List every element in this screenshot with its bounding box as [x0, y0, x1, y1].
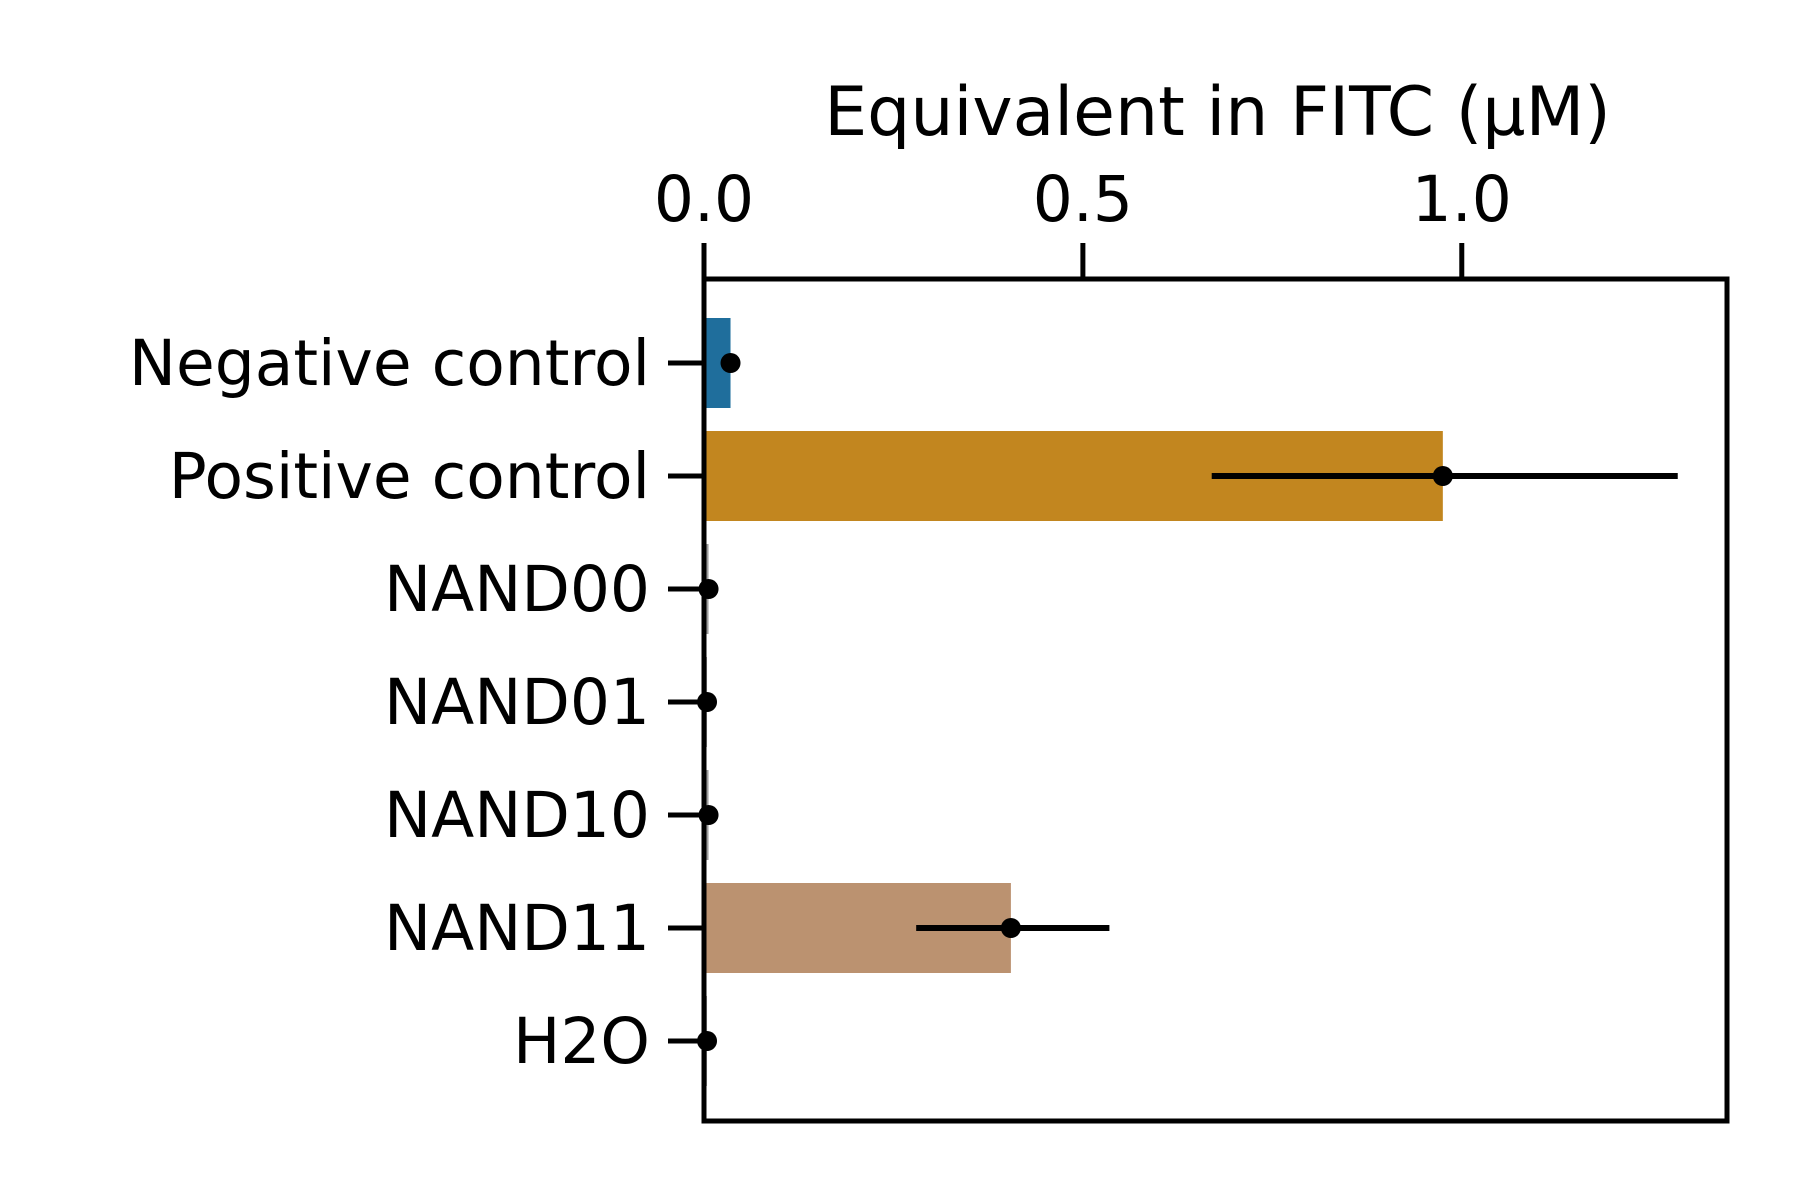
mean-point-0 — [720, 353, 741, 373]
x-tick-label-0: 0.0 — [654, 163, 754, 236]
y-axis: Negative control Positive control NAND00 NA… — [129, 327, 704, 1078]
y-tick-label-6: H2O — [513, 1005, 650, 1078]
y-tick-label-3: NAND01 — [384, 666, 650, 739]
mean-point-1 — [1432, 466, 1453, 486]
y-tick-label-0: Negative control — [129, 327, 650, 400]
y-tick-label-1: Positive control — [169, 440, 650, 513]
x-axis-title: Equivalent in FITC (µM) — [824, 73, 1611, 152]
x-tick-label-2: 1.0 — [1412, 163, 1512, 236]
y-tick-label-5: NAND11 — [384, 892, 650, 965]
y-tick-label-2: NAND00 — [384, 553, 650, 626]
bars-layer — [704, 318, 1443, 1086]
plot-frame — [701, 276, 1730, 1124]
mean-point-5 — [1000, 918, 1021, 938]
y-tick-label-4: NAND10 — [384, 779, 650, 852]
x-axis: 0.0 0.5 1.0 — [654, 163, 1512, 279]
x-tick-label-1: 0.5 — [1033, 163, 1133, 236]
